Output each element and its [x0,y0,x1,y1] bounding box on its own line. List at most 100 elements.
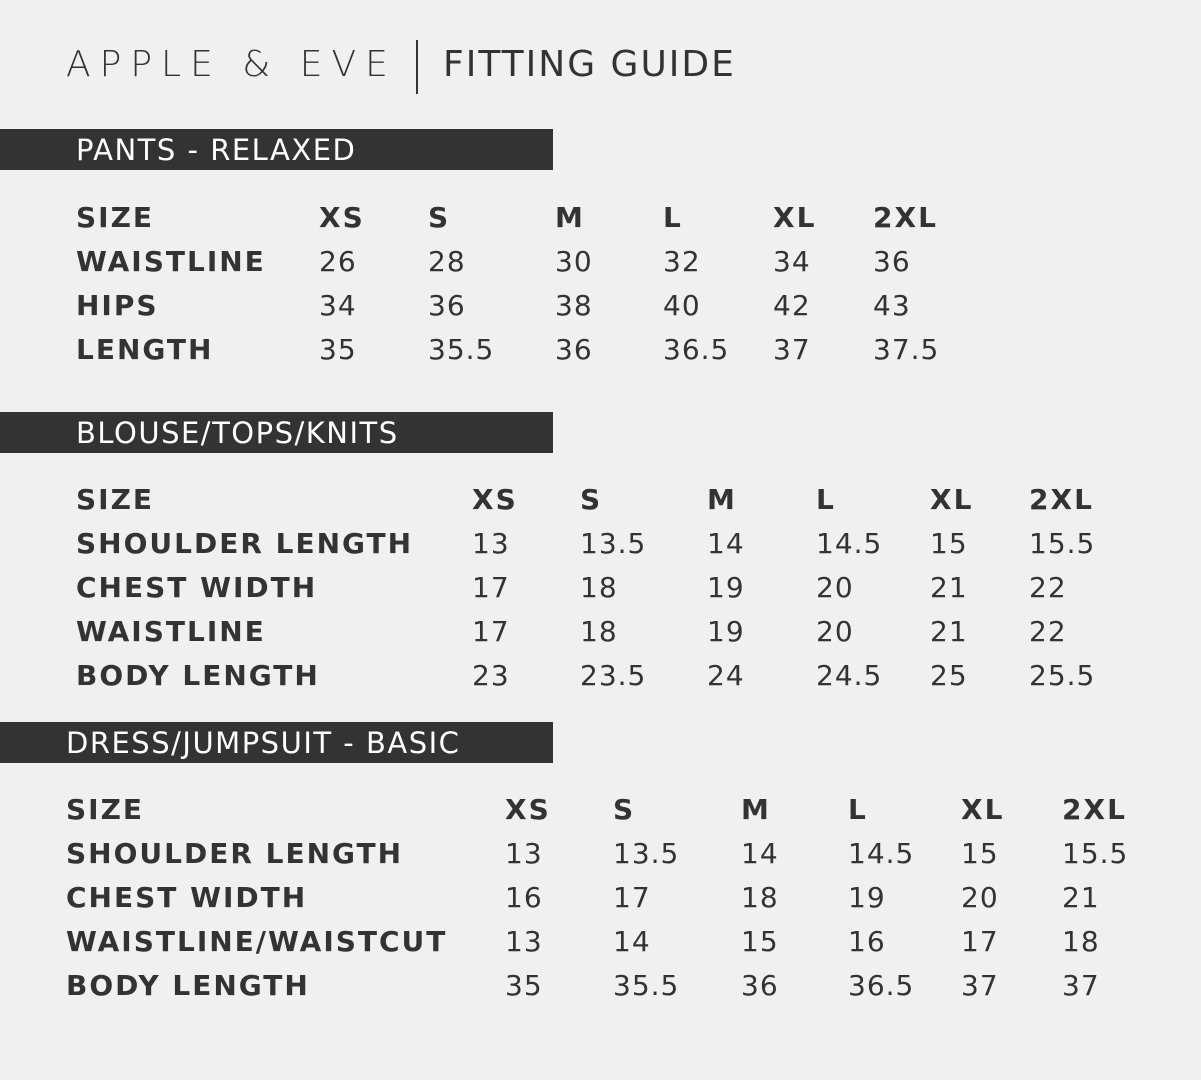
measurement-value: 24.5 [816,659,883,692]
measurement-value: 38 [555,289,593,322]
measurement-value: 40 [663,289,701,322]
measurement-value: 16 [505,881,543,914]
measurement-value: 34 [319,289,357,322]
measurement-value: 14 [613,925,651,958]
measurement-value: 15.5 [1029,527,1096,560]
measurement-value: 36 [873,245,911,278]
section-title: DRESS/JUMPSUIT - BASIC [66,726,461,760]
size-header-cell: XL [930,483,974,516]
measurement-value: 35.5 [613,969,680,1002]
section-header: BLOUSE/TOPS/KNITS [0,412,553,453]
measurement-value: 17 [472,571,510,604]
measurement-value: 20 [816,615,854,648]
size-header-cell: M [741,793,771,826]
brand-logo: APPLE & EVE [66,44,397,85]
measurement-value: 14 [707,527,745,560]
size-header-cell: 2XL [1029,483,1094,516]
measurement-value: 30 [555,245,593,278]
measurement-label: SHOULDER LENGTH [76,527,414,560]
measurement-value: 35.5 [428,333,495,366]
measurement-label: WAISTLINE [76,245,266,278]
measurement-value: 21 [930,615,968,648]
measurement-value: 36.5 [663,333,730,366]
measurement-value: 36.5 [848,969,915,1002]
size-header-cell: XL [773,201,817,234]
size-header-cell: 2XL [1062,793,1127,826]
measurement-value: 13 [505,925,543,958]
measurement-value: 19 [707,615,745,648]
measurement-label: HIPS [76,289,159,322]
measurement-value: 15 [961,837,999,870]
section-header: PANTS - RELAXED [0,129,553,170]
measurement-value: 16 [848,925,886,958]
measurement-value: 37 [961,969,999,1002]
size-header-cell: S [580,483,603,516]
measurement-value: 20 [961,881,999,914]
measurement-value: 17 [961,925,999,958]
measurement-value: 15.5 [1062,837,1129,870]
measurement-value: 14.5 [848,837,915,870]
size-header-cell: L [848,793,868,826]
size-header-cell: XS [472,483,518,516]
measurement-value: 19 [707,571,745,604]
section-title: BLOUSE/TOPS/KNITS [76,416,399,450]
size-header-cell: XL [961,793,1005,826]
measurement-value: 21 [930,571,968,604]
measurement-value: 18 [580,615,618,648]
measurement-value: 37 [773,333,811,366]
measurement-label: BODY LENGTH [76,659,320,692]
measurement-value: 37 [1062,969,1100,1002]
measurement-value: 15 [930,527,968,560]
measurement-value: 20 [816,571,854,604]
size-header-cell: S [428,201,451,234]
measurement-value: 25.5 [1029,659,1096,692]
size-header-cell: S [613,793,636,826]
measurement-value: 35 [505,969,543,1002]
measurement-value: 43 [873,289,911,322]
measurement-value: 18 [1062,925,1100,958]
measurement-value: 13.5 [613,837,680,870]
measurement-value: 28 [428,245,466,278]
measurement-value: 17 [472,615,510,648]
measurement-value: 15 [741,925,779,958]
size-header-cell: SIZE [66,793,145,826]
measurement-value: 23.5 [580,659,647,692]
header-divider [416,40,418,94]
measurement-value: 18 [741,881,779,914]
size-header-cell: XS [319,201,365,234]
section-header: DRESS/JUMPSUIT - BASIC [0,722,553,763]
measurement-label: CHEST WIDTH [76,571,318,604]
size-header-cell: L [816,483,836,516]
measurement-value: 13.5 [580,527,647,560]
size-header-cell: SIZE [76,201,155,234]
measurement-value: 24 [707,659,745,692]
measurement-value: 35 [319,333,357,366]
measurement-value: 37.5 [873,333,940,366]
measurement-value: 34 [773,245,811,278]
measurement-value: 14.5 [816,527,883,560]
measurement-value: 36 [428,289,466,322]
measurement-label: SHOULDER LENGTH [66,837,404,870]
measurement-value: 13 [505,837,543,870]
size-header-cell: M [707,483,737,516]
size-header-cell: SIZE [76,483,155,516]
size-header-cell: XS [505,793,551,826]
measurement-value: 21 [1062,881,1100,914]
measurement-value: 36 [555,333,593,366]
measurement-value: 42 [773,289,811,322]
measurement-value: 25 [930,659,968,692]
measurement-label: LENGTH [76,333,214,366]
measurement-value: 22 [1029,571,1067,604]
measurement-value: 19 [848,881,886,914]
measurement-value: 17 [613,881,651,914]
measurement-value: 13 [472,527,510,560]
measurement-label: CHEST WIDTH [66,881,308,914]
measurement-value: 32 [663,245,701,278]
measurement-value: 22 [1029,615,1067,648]
measurement-label: WAISTLINE/WAISTCUT [66,925,448,958]
size-header-cell: 2XL [873,201,938,234]
section-title: PANTS - RELAXED [76,133,357,167]
measurement-value: 23 [472,659,510,692]
measurement-label: BODY LENGTH [66,969,310,1002]
size-header-cell: L [663,201,683,234]
